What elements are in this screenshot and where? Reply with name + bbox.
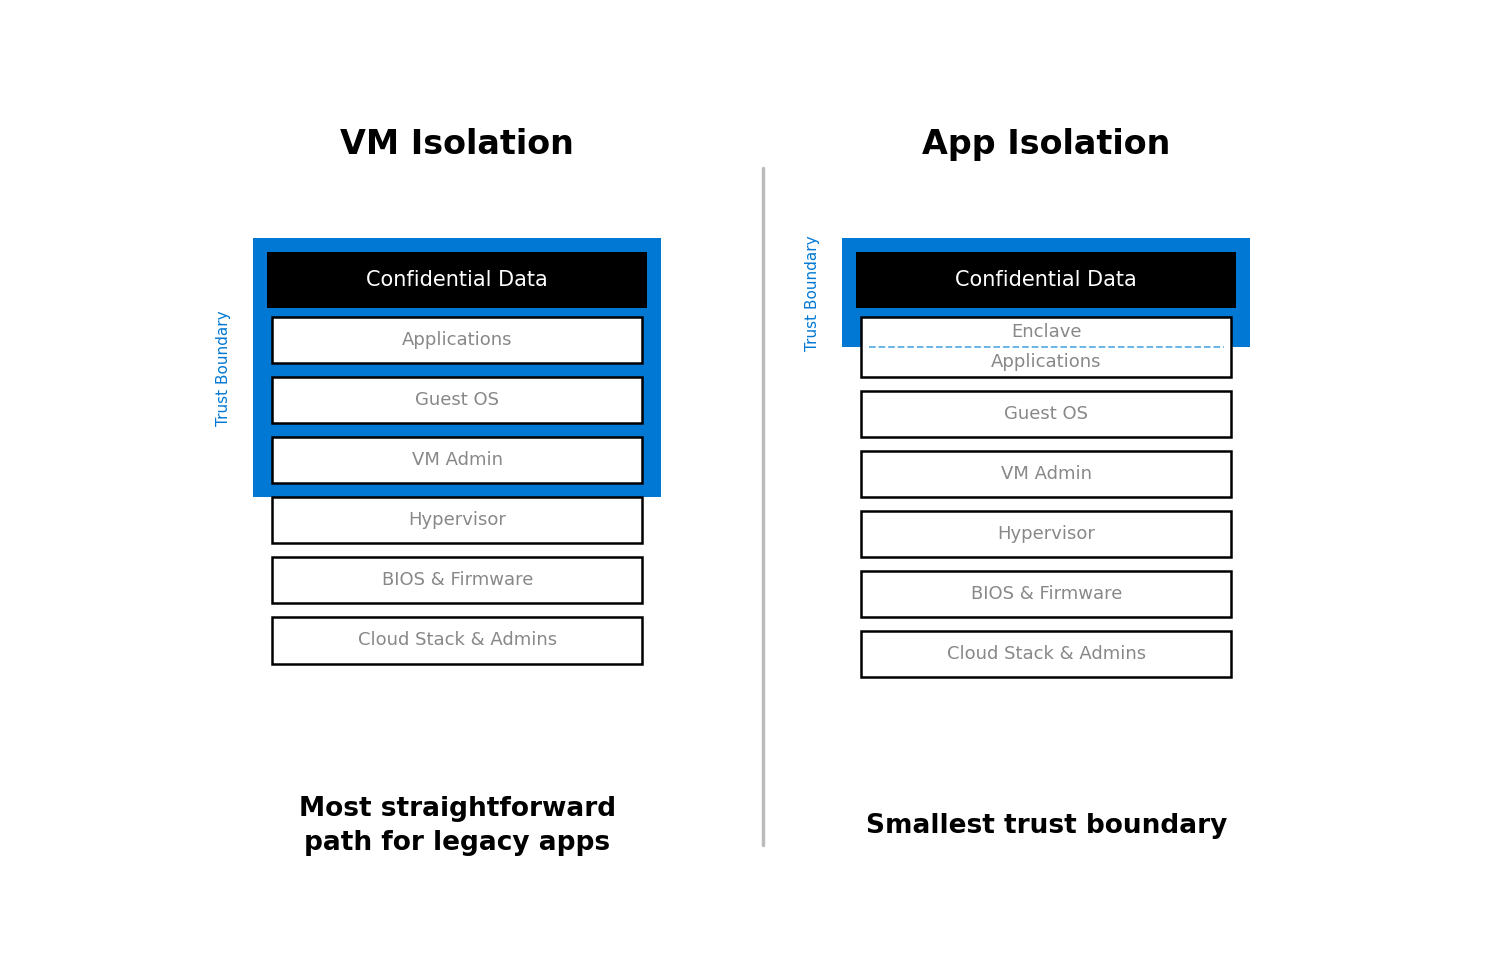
Text: Trust Boundary: Trust Boundary [216, 310, 232, 425]
Bar [272, 437, 643, 483]
Bar [862, 631, 1232, 677]
Bar [862, 451, 1232, 497]
Text: Applications: Applications [991, 353, 1101, 371]
Text: Trust Boundary: Trust Boundary [805, 235, 820, 351]
Bar [253, 238, 661, 497]
Text: Hypervisor: Hypervisor [997, 525, 1095, 543]
Bar [862, 318, 1232, 377]
Text: BIOS & Firmware: BIOS & Firmware [970, 585, 1122, 604]
Text: VM Admin: VM Admin [1001, 466, 1092, 483]
Bar [842, 238, 1250, 347]
Text: Applications: Applications [402, 331, 512, 349]
Bar [272, 377, 643, 423]
Text: Cloud Stack & Admins: Cloud Stack & Admins [946, 645, 1146, 663]
Text: Enclave: Enclave [1010, 323, 1082, 341]
Bar [272, 497, 643, 544]
Text: VM Admin: VM Admin [412, 451, 503, 469]
Text: Most straightforward
path for legacy apps: Most straightforward path for legacy app… [299, 796, 616, 856]
Text: Hypervisor: Hypervisor [408, 512, 506, 529]
Text: Guest OS: Guest OS [1004, 405, 1088, 423]
Bar [862, 391, 1232, 437]
Bar [268, 253, 647, 308]
Text: BIOS & Firmware: BIOS & Firmware [381, 571, 533, 589]
Text: Guest OS: Guest OS [415, 391, 500, 410]
Text: Confidential Data: Confidential Data [366, 270, 548, 290]
Text: Cloud Stack & Admins: Cloud Stack & Admins [357, 631, 557, 650]
Bar [272, 318, 643, 364]
Bar [857, 253, 1237, 308]
Text: Confidential Data: Confidential Data [955, 270, 1137, 290]
Bar [862, 512, 1232, 558]
Text: App Isolation: App Isolation [923, 128, 1171, 161]
Bar [862, 571, 1232, 617]
Bar [272, 617, 643, 663]
Text: VM Isolation: VM Isolation [341, 128, 574, 161]
Bar [272, 558, 643, 604]
Text: Smallest trust boundary: Smallest trust boundary [866, 813, 1228, 839]
